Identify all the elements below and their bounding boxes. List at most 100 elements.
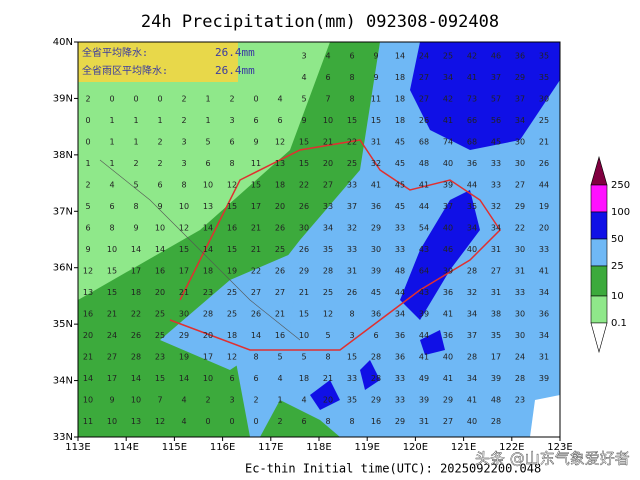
station-value: 46 (443, 245, 453, 254)
station-value: 29 (395, 417, 405, 426)
station-value: 2 (253, 396, 258, 405)
station-value: 48 (491, 396, 501, 405)
station-value: 20 (323, 396, 333, 405)
station-value: 2 (133, 159, 138, 168)
station-value: 39 (371, 267, 381, 276)
station-value: 73 (467, 95, 477, 104)
station-value: 3 (349, 331, 354, 340)
station-value: 0 (85, 138, 90, 147)
station-value: 10 (203, 181, 213, 190)
station-value: 21 (179, 288, 189, 297)
station-value: 45 (395, 138, 405, 147)
station-value: 24 (107, 331, 117, 340)
y-tick-label: 40N (53, 37, 73, 48)
station-value: 35 (539, 52, 549, 61)
station-value: 8 (229, 159, 234, 168)
station-value: 26 (251, 310, 261, 319)
station-value: 8 (349, 310, 354, 319)
colorbar-label: 10 (611, 291, 624, 302)
station-value: 6 (229, 138, 234, 147)
info-label: 全省雨区平均降水: (82, 64, 168, 77)
x-tick-label: 113E (65, 442, 90, 453)
info-value: 26.4mm (215, 46, 255, 59)
station-value: 26 (275, 267, 285, 276)
station-value: 20 (275, 202, 285, 211)
station-value: 0 (85, 116, 90, 125)
station-value: 20 (539, 224, 549, 233)
station-value: 30 (515, 245, 525, 254)
station-value: 0 (253, 417, 258, 426)
station-value: 48 (419, 159, 429, 168)
station-value: 2 (157, 159, 162, 168)
station-value: 2 (85, 181, 90, 190)
station-value: 31 (491, 245, 501, 254)
station-value: 49 (419, 374, 429, 383)
station-value: 6 (205, 159, 210, 168)
station-value: 37 (347, 202, 357, 211)
colorbar-label: 250 (611, 180, 630, 191)
x-tick-label: 117E (258, 442, 283, 453)
station-value: 29 (515, 202, 525, 211)
station-value: 1 (133, 138, 138, 147)
station-value: 37 (491, 73, 501, 82)
station-value: 6 (277, 116, 282, 125)
station-value: 15 (299, 159, 309, 168)
station-value: 26 (275, 224, 285, 233)
station-value: 10 (83, 396, 93, 405)
station-value: 45 (395, 181, 405, 190)
station-value: 20 (323, 159, 333, 168)
station-value: 36 (443, 331, 453, 340)
station-value: 13 (83, 288, 93, 297)
station-value: 31 (347, 267, 357, 276)
station-value: 34 (515, 116, 525, 125)
station-value: 34 (539, 331, 549, 340)
station-value: 25 (323, 288, 333, 297)
station-value: 48 (395, 267, 405, 276)
station-value: 11 (83, 417, 93, 426)
station-value: 54 (419, 224, 429, 233)
station-value: 33 (491, 159, 501, 168)
station-value: 32 (347, 224, 357, 233)
station-value: 26 (539, 159, 549, 168)
station-value: 25 (227, 310, 237, 319)
station-value: 17 (491, 353, 501, 362)
station-value: 9 (133, 224, 138, 233)
station-value: 2 (205, 396, 210, 405)
station-value: 11 (251, 159, 261, 168)
station-value: 15 (179, 245, 189, 254)
station-value: 25 (155, 331, 165, 340)
station-value: 5 (301, 353, 306, 362)
station-value: 8 (253, 353, 258, 362)
colorbar-label: 50 (611, 234, 624, 245)
station-value: 19 (179, 353, 189, 362)
station-value: 4 (277, 374, 282, 383)
station-value: 40 (443, 353, 453, 362)
station-value: 6 (157, 181, 162, 190)
station-value: 31 (419, 417, 429, 426)
station-value: 25 (347, 159, 357, 168)
station-value: 33 (395, 396, 405, 405)
station-value: 41 (467, 396, 477, 405)
station-value: 41 (443, 116, 453, 125)
station-value: 21 (323, 138, 333, 147)
station-value: 20 (155, 288, 165, 297)
station-value: 27 (443, 417, 453, 426)
station-value: 8 (349, 73, 354, 82)
station-value: 9 (301, 116, 306, 125)
station-value: 3 (229, 116, 234, 125)
station-value: 14 (131, 245, 141, 254)
station-value: 68 (419, 138, 429, 147)
station-value: 33 (539, 245, 549, 254)
station-value: 24 (419, 52, 429, 61)
station-value: 2 (157, 138, 162, 147)
station-value: 3 (181, 138, 186, 147)
station-value: 44 (395, 288, 405, 297)
station-value: 6 (85, 224, 90, 233)
y-tick-label: 38N (53, 150, 73, 161)
x-tick-label: 116E (210, 442, 235, 453)
station-value: 13 (275, 159, 285, 168)
x-tick-label: 114E (113, 442, 138, 453)
station-value: 7 (157, 396, 162, 405)
station-value: 0 (229, 417, 234, 426)
station-value: 1 (205, 95, 210, 104)
